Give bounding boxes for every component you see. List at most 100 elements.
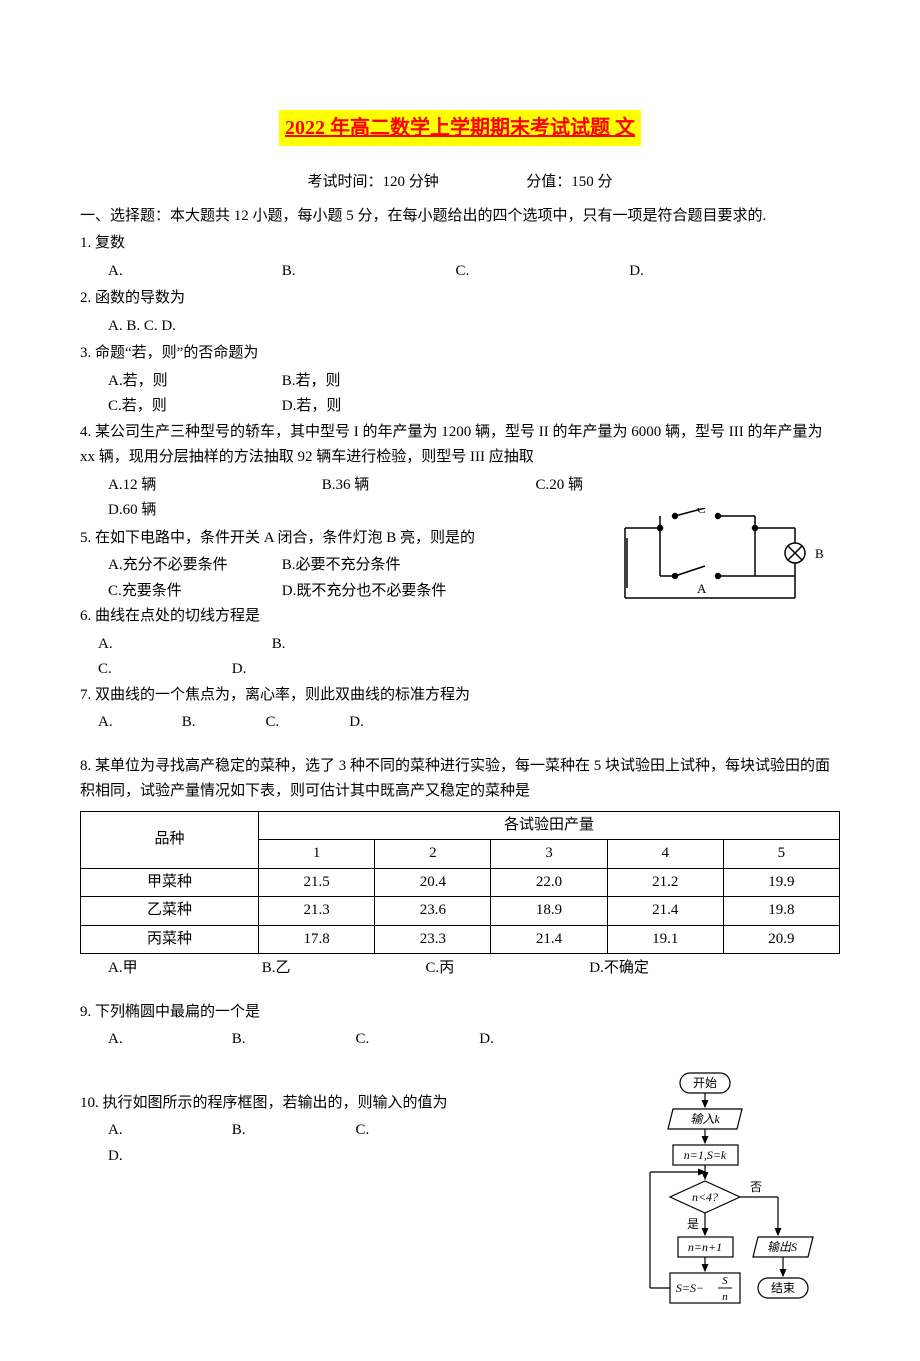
q2-stem: 2. 函数的导数为 xyxy=(80,286,840,312)
q6-opt-b: B. xyxy=(272,632,442,658)
q5-block: 5. 在如下电路中，条件开关 A 闭合，条件灯泡 B 亮，则是的 A.充分不必要… xyxy=(80,526,840,658)
q3-stem: 3. 命题“若，则”的否命题为 xyxy=(80,341,840,367)
q10-opt-a: A. xyxy=(108,1118,188,1144)
q7-stem: 7. 双曲线的一个焦点为，离心率，则此双曲线的标准方程为 xyxy=(80,683,840,709)
q9-opt-c: C. xyxy=(356,1027,436,1053)
cell: 18.9 xyxy=(491,897,607,926)
fc-end: 结束 xyxy=(771,1281,795,1295)
q3-options-2: C.若，则 D.若，则 xyxy=(80,394,840,420)
fc-init: n=1,S=k xyxy=(684,1148,727,1162)
q10-stem: 10. 执行如图所示的程序框图，若输出的，则输入的值为 xyxy=(80,1091,590,1117)
q6-options-2: C. D. xyxy=(80,657,840,683)
q1-stem: 1. 复数 xyxy=(80,231,840,257)
fc-input: 输入k xyxy=(690,1112,720,1126)
q3-opt-a: A.若，则 xyxy=(108,369,278,395)
col-1: 1 xyxy=(259,840,375,869)
q8-options: A.甲 B.乙 C.丙 D.不确定 xyxy=(80,956,840,982)
q2-options: A. B. C. D. xyxy=(80,314,840,340)
q5-opt-c: C.充要条件 xyxy=(108,579,278,605)
q3-opt-b: B.若，则 xyxy=(282,369,452,395)
q4-opt-b: B.36 辆 xyxy=(322,473,492,499)
fc-no: 否 xyxy=(750,1180,762,1194)
cell: 19.1 xyxy=(607,925,723,954)
q10-opt-c: C. xyxy=(356,1118,436,1144)
cell: 21.3 xyxy=(259,897,375,926)
q7-opt-d: D. xyxy=(349,710,429,736)
th-variety: 品种 xyxy=(81,811,259,868)
col-5: 5 xyxy=(723,840,839,869)
q1-opt-d: D. xyxy=(629,259,759,285)
fc-step2-lhs: S=S− xyxy=(676,1281,704,1295)
table-row: 品种 各试验田产量 xyxy=(81,811,840,840)
q6-options-1: A. B. xyxy=(80,632,590,658)
q6-opt-a: A. xyxy=(98,632,268,658)
q6-opt-d: D. xyxy=(232,657,362,683)
q1-options: A. B. C. D. xyxy=(80,259,840,285)
q9-opt-b: B. xyxy=(232,1027,312,1053)
q2-line: A. B. C. D. xyxy=(108,314,176,340)
fc-frac-top: S xyxy=(722,1275,728,1287)
section-intro: 一、选择题：本大题共 12 小题，每小题 5 分，在每小题给出的四个选项中，只有… xyxy=(80,204,840,230)
score-label: 分值：150 分 xyxy=(526,170,612,196)
q9-opt-d: D. xyxy=(479,1027,559,1053)
cell: 21.4 xyxy=(607,897,723,926)
table-row: 丙菜种 17.8 23.3 21.4 19.1 20.9 xyxy=(81,925,840,954)
exam-title: 2022 年高二数学上学期期末考试试题 文 xyxy=(279,110,641,146)
q5-stem: 5. 在如下电路中，条件开关 A 闭合，条件灯泡 B 亮，则是的 xyxy=(80,526,590,552)
q1-opt-c: C. xyxy=(456,259,586,285)
fc-output: 输出S xyxy=(767,1240,797,1254)
q3-options-1: A.若，则 B.若，则 xyxy=(80,369,840,395)
q5-options-2: C.充要条件 D.既不充分也不必要条件 xyxy=(80,579,590,605)
q8-opt-a: A.甲 xyxy=(108,956,258,982)
q4-opt-c: C.20 辆 xyxy=(536,473,706,499)
q8-opt-c: C.丙 xyxy=(426,956,586,982)
q8-opt-b: B.乙 xyxy=(262,956,422,982)
col-3: 3 xyxy=(491,840,607,869)
q10-options: A. B. C. D. xyxy=(80,1118,590,1169)
q9-options: A. B. C. D. xyxy=(80,1027,840,1053)
cell: 21.5 xyxy=(259,868,375,897)
title-container: 2022 年高二数学上学期期末考试试题 文 xyxy=(80,110,840,146)
q4-stem: 4. 某公司生产三种型号的轿车，其中型号 I 的年产量为 1200 辆，型号 I… xyxy=(80,420,840,471)
fc-cond: n<4? xyxy=(692,1190,718,1204)
q8-table: 品种 各试验田产量 1 2 3 4 5 甲菜种 21.5 20.4 22.0 2… xyxy=(80,811,840,955)
col-2: 2 xyxy=(375,840,491,869)
time-label: 考试时间：120 分钟 xyxy=(307,170,438,196)
q4-opt-d: D.60 辆 xyxy=(108,498,278,524)
circuit-label-b: B xyxy=(815,546,824,561)
fc-step1: n=n+1 xyxy=(688,1240,722,1254)
q4-opt-a: A.12 辆 xyxy=(108,473,278,499)
cell: 17.8 xyxy=(259,925,375,954)
table-row: 乙菜种 21.3 23.6 18.9 21.4 19.8 xyxy=(81,897,840,926)
th-yield: 各试验田产量 xyxy=(259,811,840,840)
q6-opt-c: C. xyxy=(98,657,228,683)
cell: 23.3 xyxy=(375,925,491,954)
circuit-label-a: A xyxy=(697,581,707,596)
cell: 19.8 xyxy=(723,897,839,926)
q9-stem: 9. 下列椭圆中最扁的一个是 xyxy=(80,1000,840,1026)
q7-opt-a: A. xyxy=(98,710,178,736)
fc-yes: 是 xyxy=(687,1217,699,1231)
row1-label: 乙菜种 xyxy=(81,897,259,926)
q10-opt-d: D. xyxy=(108,1144,188,1170)
circuit-label-c: C xyxy=(697,508,706,516)
exam-meta: 考试时间：120 分钟 分值：150 分 xyxy=(80,170,840,196)
cell: 19.9 xyxy=(723,868,839,897)
circuit-diagram: C A B xyxy=(605,508,845,618)
q1-opt-a: A. xyxy=(108,259,238,285)
q1-opt-b: B. xyxy=(282,259,412,285)
q8-stem: 8. 某单位为寻找高产稳定的菜种，选了 3 种不同的菜种进行实验，每一菜种在 5… xyxy=(80,754,840,805)
q6-stem: 6. 曲线在点处的切线方程是 xyxy=(80,604,590,630)
cell: 22.0 xyxy=(491,868,607,897)
q5-opt-d: D.既不充分也不必要条件 xyxy=(282,579,452,605)
q7-opt-b: B. xyxy=(182,710,262,736)
q10-block: 10. 执行如图所示的程序框图，若输出的，则输入的值为 A. B. C. D. xyxy=(80,1091,840,1170)
q3-opt-c: C.若，则 xyxy=(108,394,278,420)
q9-opt-a: A. xyxy=(108,1027,188,1053)
cell: 20.4 xyxy=(375,868,491,897)
cell: 20.9 xyxy=(723,925,839,954)
q10-opt-b: B. xyxy=(232,1118,312,1144)
q5-opt-b: B.必要不充分条件 xyxy=(282,553,452,579)
q7-options: A. B. C. D. xyxy=(80,710,840,736)
q8-opt-d: D.不确定 xyxy=(589,956,719,982)
